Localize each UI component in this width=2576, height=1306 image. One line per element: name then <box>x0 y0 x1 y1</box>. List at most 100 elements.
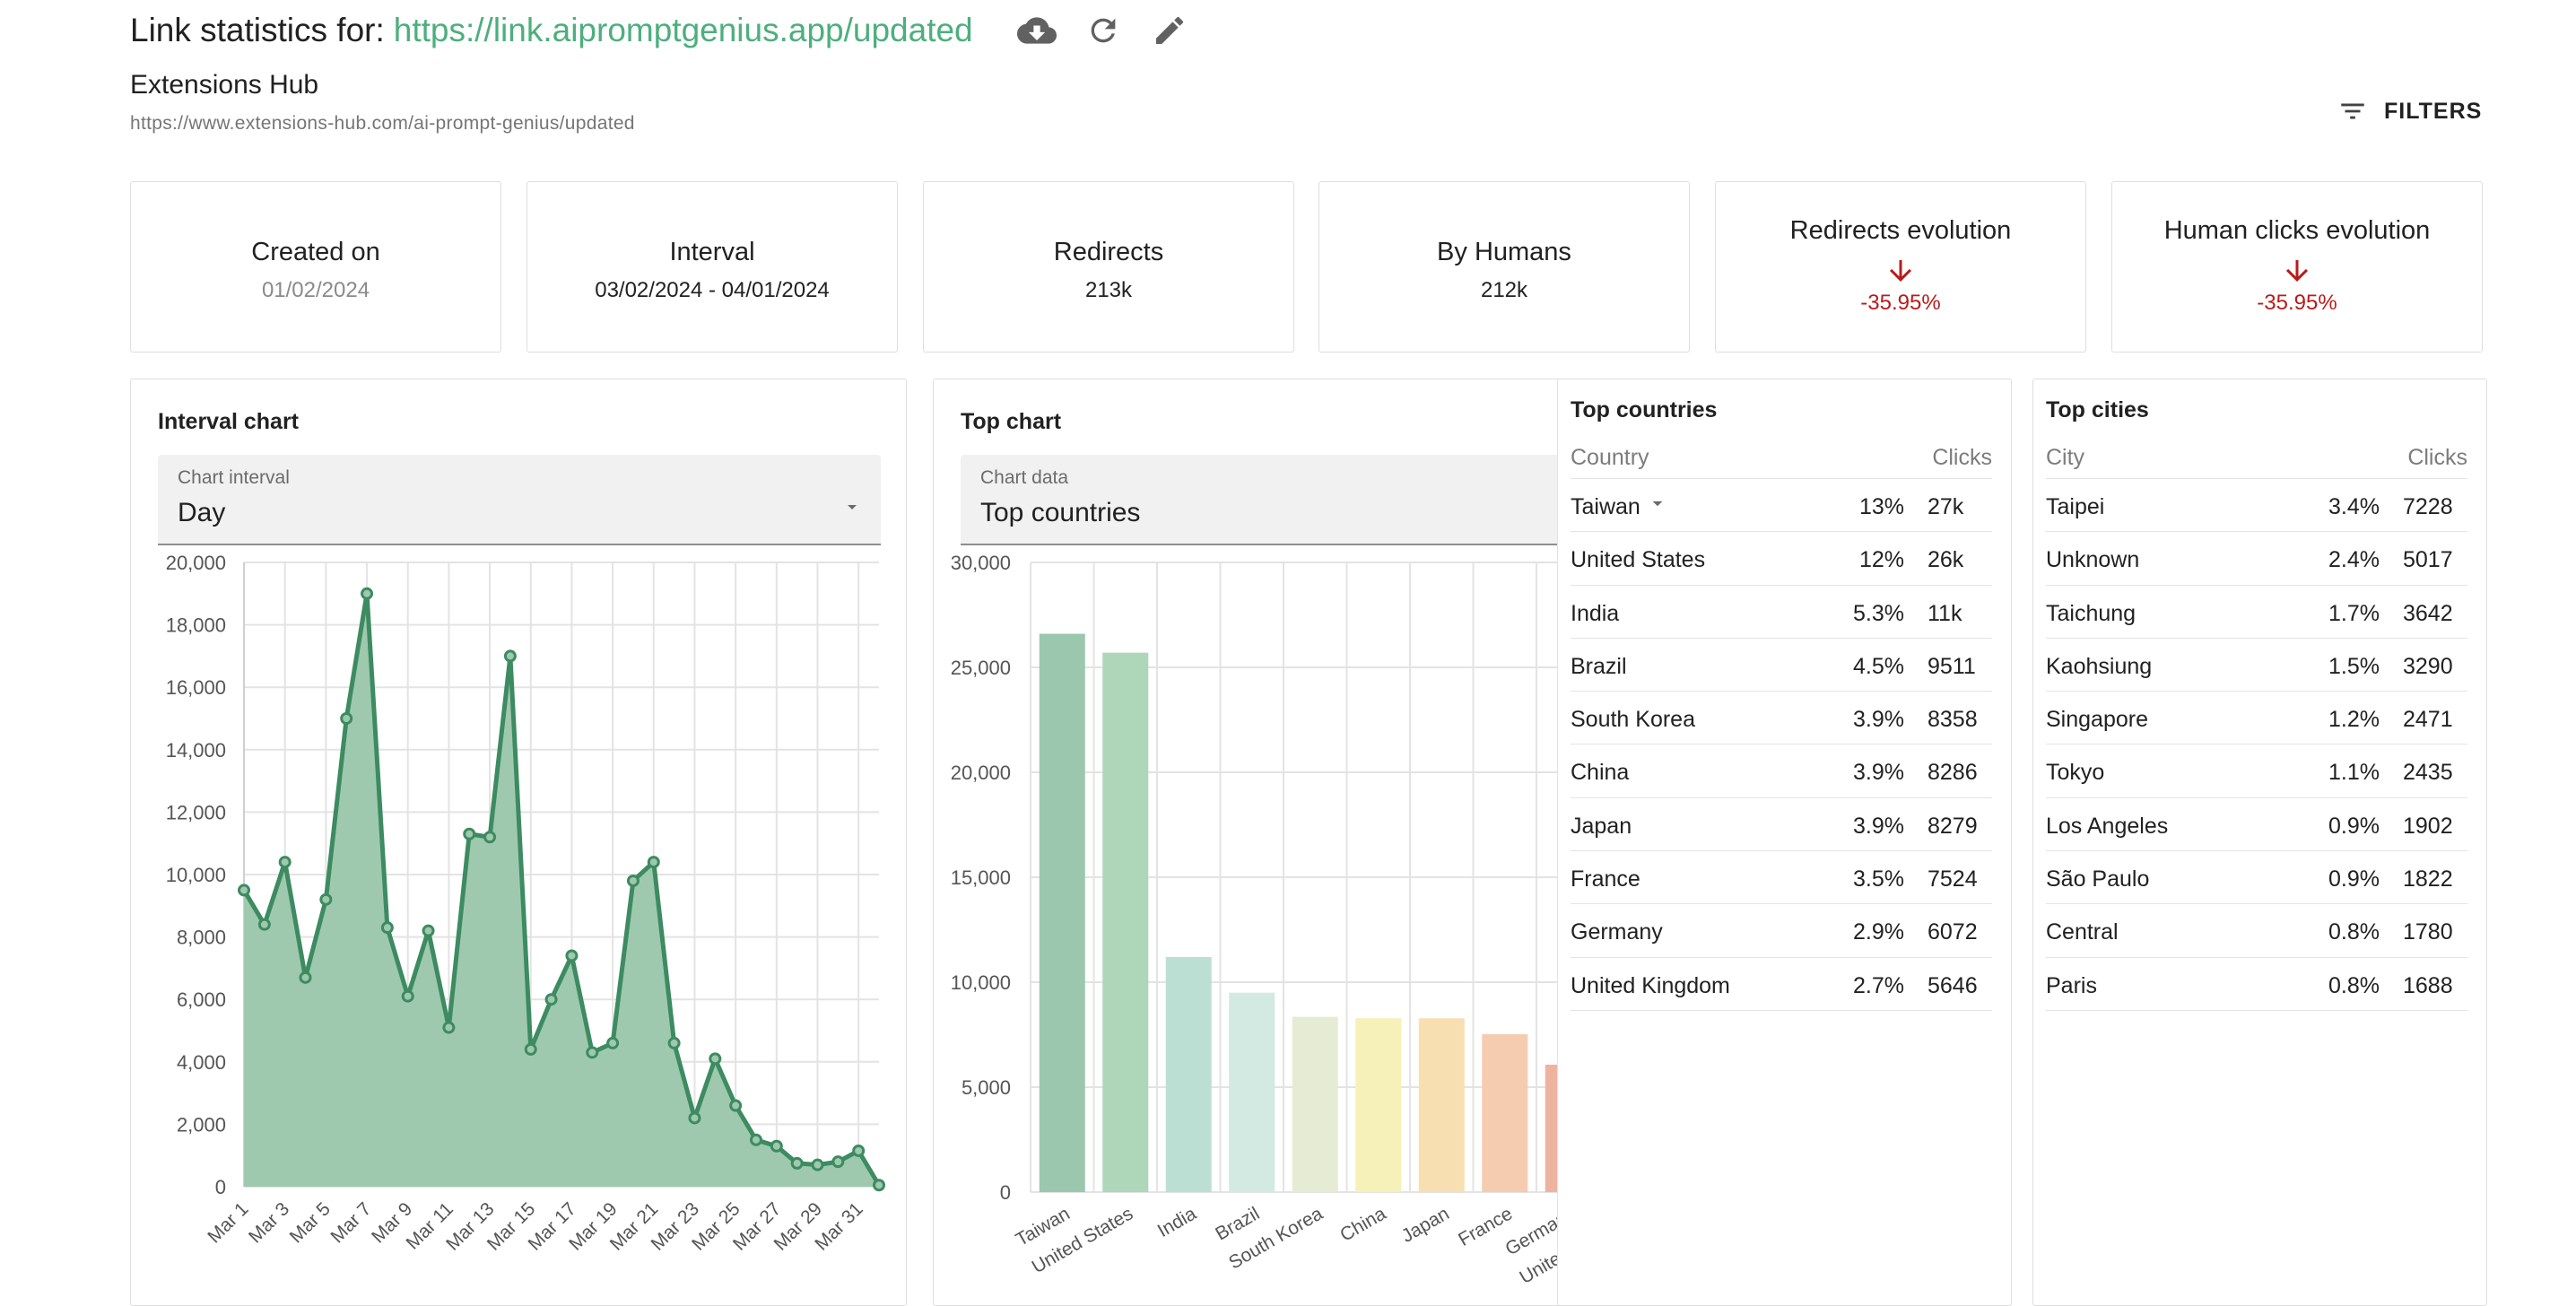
redirects-value: 213k <box>1084 278 1133 302</box>
y-tick-label: 4,000 <box>177 1051 226 1074</box>
clicks-column-header: Clicks <box>2407 445 2467 470</box>
table-row[interactable]: India 5.3% 11k <box>1571 586 1992 639</box>
y-tick-label: 5,000 <box>962 1076 1011 1099</box>
long-url: https://www.extensions-hub.com/ai-prompt… <box>130 113 635 134</box>
table-row[interactable]: South Korea 3.9% 8358 <box>1571 692 1992 745</box>
y-tick-label: 10,000 <box>166 864 226 886</box>
table-row[interactable]: Unknown 2.4% 5017 <box>2046 532 2467 586</box>
data-point <box>729 1099 743 1112</box>
row-name: Taiwan <box>1571 494 1640 519</box>
row-name: India <box>1571 600 1620 626</box>
table-row[interactable]: Los Angeles 0.9% 1902 <box>2046 798 2467 852</box>
data-point <box>483 831 497 844</box>
bar-france <box>1482 1034 1528 1192</box>
data-point <box>503 649 517 663</box>
data-point <box>790 1156 804 1170</box>
bar-taiwan <box>1039 633 1085 1192</box>
row-name: France <box>1571 866 1640 892</box>
human-clicks-evolution-card: Human clicks evolution -35.95% <box>2111 181 2483 353</box>
data-point <box>544 993 558 1006</box>
interval-title: Interval <box>669 238 755 266</box>
refresh-icon[interactable] <box>1082 11 1125 50</box>
row-name: Germany <box>1571 919 1663 945</box>
data-point <box>401 989 414 1003</box>
bar-south-korea <box>1292 1016 1338 1192</box>
row-clicks: 7524 <box>1928 866 1978 892</box>
data-point <box>667 1036 681 1049</box>
cloud-download-icon[interactable] <box>1015 11 1058 50</box>
top-chart-clip: 0 5,000 10,000 15,000 20,000 25,000 30,000 Taiw… <box>934 550 1558 1303</box>
redirects-evolution-title: Redirects evolution <box>1789 216 2012 245</box>
table-row[interactable]: United States 12% 26k <box>1571 532 1992 586</box>
filters-button[interactable]: FILTERS <box>2328 88 2491 135</box>
row-clicks: 27k <box>1928 494 1964 519</box>
row-percent: 2.7% <box>1853 972 1904 998</box>
row-percent: 0.8% <box>2328 972 2380 998</box>
row-percent: 3.4% <box>2328 494 2380 519</box>
interval-chart: 0 2,000 4,000 6,000 8,000 10,000 12,000 14,000 1… <box>166 552 885 1255</box>
row-clicks: 1780 <box>2403 919 2453 945</box>
created-on-title: Created on <box>251 238 380 266</box>
table-row[interactable]: Japan 3.9% 8279 <box>1571 798 1992 852</box>
filter-icon <box>2341 103 2364 119</box>
chevron-down-icon <box>848 505 857 509</box>
top-cities-panel: Top cities City Clicks Taipei 3.4% 7228 Unk… <box>2032 379 2487 1306</box>
table-row[interactable]: France 3.5% 7524 <box>1571 851 1992 905</box>
interval-chart-panel: Interval chart Chart interval Day 0 2,000… <box>130 379 907 1306</box>
table-row[interactable]: Taipei 3.4% 7228 <box>2046 479 2467 533</box>
row-percent: 12% <box>1858 547 1904 573</box>
y-tick-label: 2,000 <box>177 1113 226 1136</box>
table-row[interactable]: Brazil 4.5% 9511 <box>1571 639 1992 692</box>
table-row[interactable]: Taiwan 13% 27k <box>1571 479 1992 533</box>
row-name: Taipei <box>2046 494 2105 519</box>
table-row[interactable]: United Kingdom 2.7% 5646 <box>1571 958 1992 1011</box>
data-point <box>238 884 250 897</box>
chevron-down-icon <box>1652 501 1663 507</box>
top-chart-title: Top chart <box>961 409 1062 434</box>
row-name: Brazil <box>1571 653 1627 679</box>
short-url-link[interactable]: https://link.aipromptgenius.app/updated <box>393 12 973 48</box>
row-clicks: 1902 <box>2403 813 2453 839</box>
table-row[interactable]: Central 0.8% 1780 <box>2046 904 2467 958</box>
y-tick-label: 0 <box>1000 1181 1011 1204</box>
data-point <box>278 856 292 869</box>
edit-icon[interactable] <box>1148 11 1191 50</box>
table-row[interactable]: Kaohsiung 1.5% 3290 <box>2046 639 2467 692</box>
bar-india <box>1165 956 1212 1192</box>
row-name: Taichung <box>2046 600 2137 626</box>
x-tick-label: China <box>1336 1203 1389 1246</box>
arrow-down-icon <box>2112 255 2482 287</box>
bar-china <box>1355 1018 1402 1192</box>
data-point <box>380 921 394 935</box>
row-clicks: 9511 <box>1928 653 1976 679</box>
by-humans-title: By Humans <box>1437 238 1571 266</box>
table-row[interactable]: São Paulo 0.9% 1822 <box>2046 851 2467 905</box>
data-point <box>299 971 312 984</box>
table-row[interactable]: Germany 2.9% 6072 <box>1571 904 1992 958</box>
y-tick-label: 12,000 <box>166 801 226 823</box>
clicks-column-header: Clicks <box>1932 445 1992 470</box>
row-name: São Paulo <box>2046 866 2150 892</box>
redirects-evolution-card: Redirects evolution -35.95% <box>1715 181 2086 353</box>
data-point <box>606 1036 620 1049</box>
bar-germany <box>1545 1064 1558 1192</box>
row-percent: 0.9% <box>2328 866 2380 892</box>
interval-chart-title: Interval chart <box>158 409 300 434</box>
row-clicks: 3642 <box>2403 600 2453 626</box>
row-name: Central <box>2046 919 2119 945</box>
data-point <box>463 827 476 840</box>
created-on-card: Created on 01/02/2024 <box>130 181 501 353</box>
row-clicks: 8279 <box>1928 813 1978 839</box>
table-row[interactable]: Tokyo 1.1% 2435 <box>2046 744 2467 798</box>
table-row[interactable]: Singapore 1.2% 2471 <box>2046 692 2467 745</box>
table-row[interactable]: Paris 0.8% 1688 <box>2046 958 2467 1011</box>
table-row[interactable]: China 3.9% 8286 <box>1571 744 1992 798</box>
data-point <box>831 1155 845 1169</box>
chart-interval-select[interactable]: Chart interval Day <box>158 455 881 545</box>
data-point <box>873 1179 885 1192</box>
table-row[interactable]: Taichung 1.7% 3642 <box>2046 586 2467 639</box>
row-percent: 2.4% <box>2328 547 2380 573</box>
row-percent: 1.1% <box>2328 760 2380 786</box>
y-tick-label: 15,000 <box>951 866 1011 889</box>
row-percent: 2.9% <box>1853 919 1904 945</box>
